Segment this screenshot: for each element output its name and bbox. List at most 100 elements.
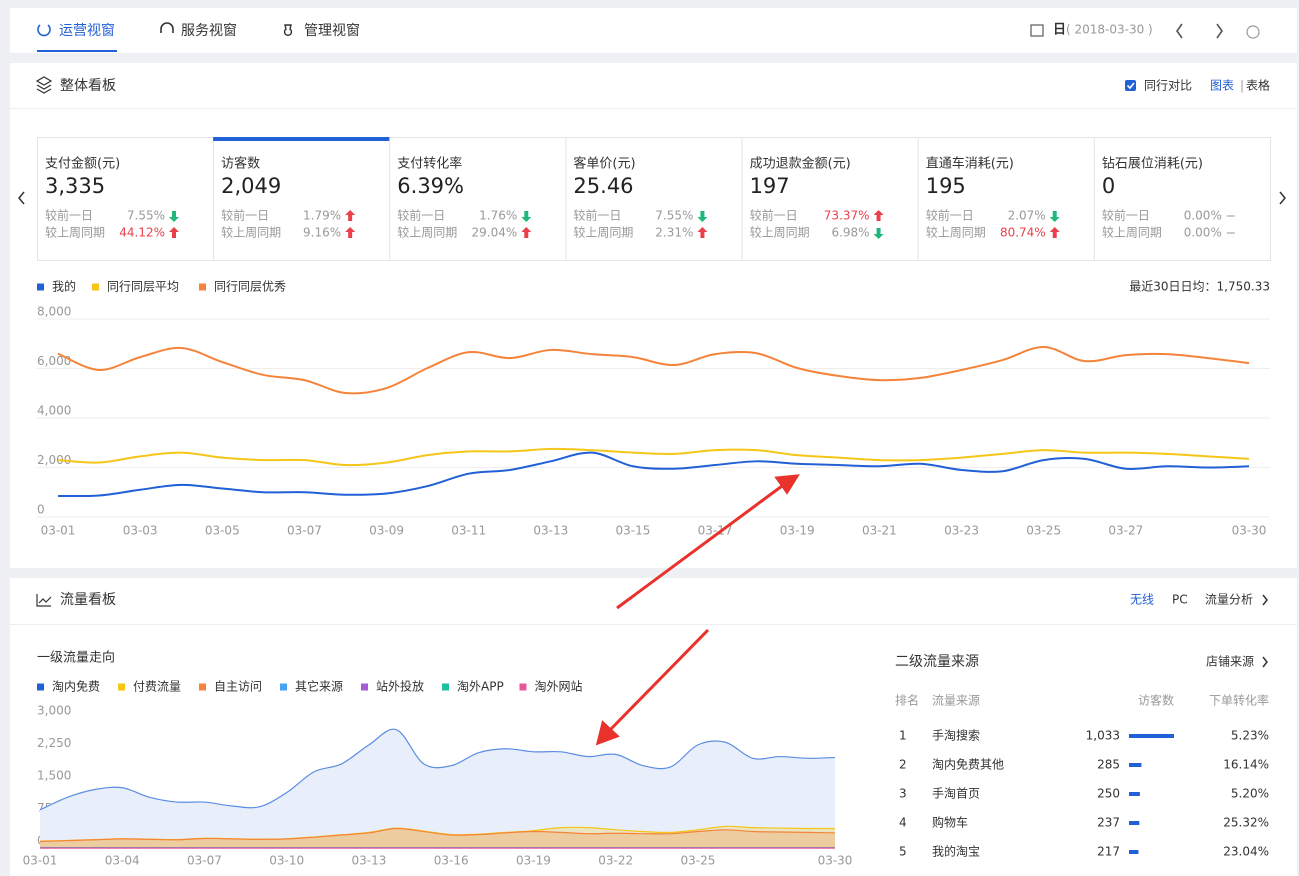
- view-chart[interactable]: 图表: [1210, 79, 1234, 93]
- trend-down: [697, 211, 708, 222]
- legend-swatch[interactable]: [199, 683, 206, 691]
- nav-tab[interactable]: 运营视窗: [59, 22, 115, 39]
- legend-label[interactable]: 付费流量: [133, 680, 181, 694]
- average-note: 最近30日日均：1,750.33: [1129, 280, 1270, 294]
- change-value: 29.04%: [472, 226, 518, 240]
- tab-icon: [283, 24, 293, 37]
- active-card-bar: [213, 137, 391, 141]
- view-table[interactable]: 表格: [1246, 78, 1270, 93]
- legend-swatch[interactable]: [280, 683, 287, 691]
- visitor-bar: [1129, 850, 1139, 854]
- period[interactable]: 日: [1053, 23, 1066, 38]
- trend-up: [1049, 227, 1060, 238]
- change-label: 较上周同期: [1102, 225, 1162, 240]
- legend-label[interactable]: 淘内免费: [52, 679, 100, 694]
- date-nav[interactable]: [1176, 23, 1223, 39]
- chevron[interactable]: [18, 191, 1286, 668]
- calendar-icon[interactable]: [1030, 24, 1044, 37]
- x-tick-label: 03-19: [516, 854, 551, 868]
- metric-card[interactable]: [213, 137, 391, 261]
- legend-swatch[interactable]: [92, 283, 99, 291]
- table-header: 下单转化率: [1209, 693, 1269, 708]
- traffic-tab[interactable]: PC: [1172, 593, 1188, 607]
- source: 手淘首页: [932, 787, 980, 801]
- legend-swatch[interactable]: [199, 283, 206, 291]
- metric-card[interactable]: [565, 137, 743, 261]
- trend-up: [169, 227, 179, 238]
- metric-value: 6.39%: [397, 174, 464, 198]
- trend-up: [697, 227, 708, 238]
- metric-label: 支付转化率: [397, 156, 462, 172]
- change-value: 2.31%: [655, 226, 693, 240]
- change-value: 7.55%: [655, 209, 693, 223]
- x-tick-label: 03-07: [287, 524, 322, 538]
- change-label: 较前一日: [750, 208, 798, 223]
- legend-swatch[interactable]: [37, 283, 44, 291]
- legend-label[interactable]: 同行同层优秀: [214, 280, 286, 294]
- legend-label[interactable]: 站外投放: [376, 679, 424, 694]
- y-tick-label: 6,000: [37, 354, 71, 368]
- line: [57, 451, 1250, 498]
- legend-swatch[interactable]: [37, 683, 44, 691]
- visitor-bar: [1129, 821, 1140, 825]
- x-tick-label: 03-10: [269, 854, 304, 868]
- legend-label[interactable]: 我的: [52, 279, 76, 294]
- area-line: [39, 827, 836, 843]
- legend-label[interactable]: 自主访问: [214, 680, 262, 694]
- legend-label[interactable]: 淘外网站: [535, 680, 583, 694]
- traffic-tab[interactable]: 无线: [1130, 593, 1154, 607]
- y-tick-label: 3,000: [37, 704, 71, 718]
- checkbox[interactable]: [1125, 80, 1136, 91]
- table-header: 流量来源: [932, 694, 980, 708]
- change-label: 较上周同期: [750, 225, 810, 240]
- metric-card[interactable]: [389, 137, 567, 261]
- metric-value: 0: [1102, 174, 1115, 198]
- change-label: 较前一日: [926, 208, 974, 223]
- y-tick-label: 0: [37, 503, 45, 517]
- top-bar: [10, 8, 1297, 53]
- x-tick-label: 03-25: [680, 854, 715, 868]
- date[interactable]: ( 2018-03-30 ): [1066, 23, 1153, 37]
- change-value: 9.16%: [303, 226, 341, 240]
- nav-tab[interactable]: 管理视窗: [304, 22, 360, 39]
- visitors: 285: [1097, 758, 1120, 772]
- area-line: [39, 728, 836, 811]
- legend-label[interactable]: 淘外APP: [457, 680, 504, 694]
- compare-label[interactable]: 同行对比: [1144, 79, 1192, 93]
- table-header: 访客数: [1138, 693, 1174, 708]
- metric-label: 钻石展位消耗(元): [1102, 157, 1203, 172]
- legend-swatch[interactable]: [519, 683, 527, 691]
- x-tick-label: 03-21: [862, 524, 897, 538]
- change-value: 1.76%: [479, 209, 517, 223]
- annotation-arrows: [595, 474, 800, 746]
- metric-card[interactable]: [741, 137, 919, 261]
- metric-card[interactable]: [37, 137, 215, 261]
- area-fill: [40, 729, 835, 848]
- legend-swatch[interactable]: [361, 683, 368, 691]
- legend-swatch[interactable]: [442, 683, 449, 691]
- source: 我的淘宝: [932, 844, 980, 859]
- metric-value: 2,049: [221, 174, 281, 198]
- line: [57, 345, 1250, 395]
- metric-card[interactable]: [917, 137, 1095, 261]
- x-tick-label: 03-23: [944, 524, 979, 538]
- legend-swatch[interactable]: [118, 683, 125, 691]
- area-fill: [40, 828, 835, 848]
- info-icon[interactable]: [1246, 25, 1260, 39]
- nav-tab[interactable]: 服务视窗: [181, 22, 237, 39]
- legend-label[interactable]: 其它来源: [295, 679, 343, 694]
- x-tick-label: 03-03: [123, 524, 158, 538]
- table-link[interactable]: 店铺来源: [1206, 655, 1254, 669]
- rate: 16.14%: [1223, 758, 1269, 772]
- metric-card[interactable]: [1093, 137, 1272, 261]
- metric-value: 25.46: [573, 174, 633, 198]
- change-value: 44.12%: [119, 226, 165, 240]
- rank: 4: [899, 816, 907, 830]
- x-tick-label: 03-01: [41, 524, 76, 538]
- rank: 3: [899, 787, 907, 801]
- active-tab-underline: [37, 50, 117, 52]
- legend-label[interactable]: 同行同层平均: [107, 280, 179, 294]
- traffic-tab[interactable]: 流量分析: [1205, 593, 1253, 607]
- visitors: 217: [1097, 845, 1120, 859]
